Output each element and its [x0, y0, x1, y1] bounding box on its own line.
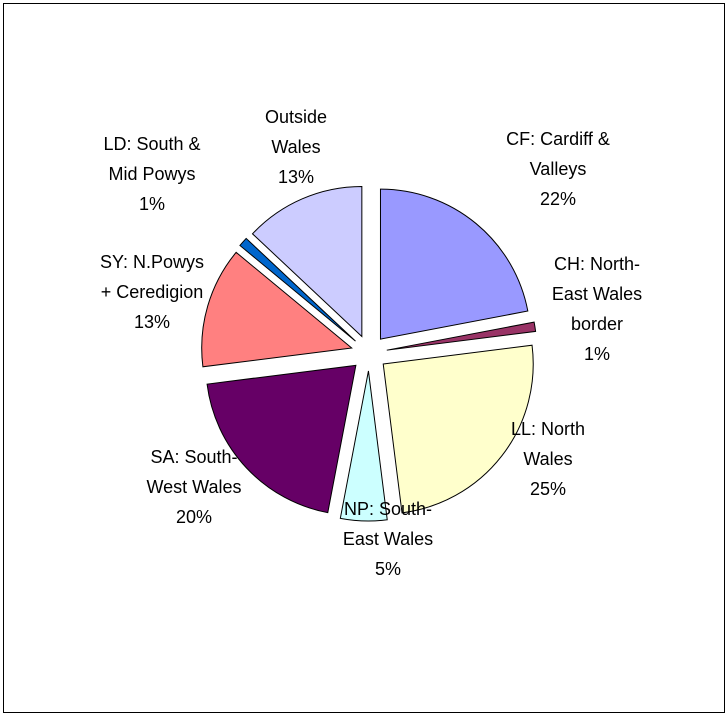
slice-label-line: Mid Powys [108, 164, 195, 184]
slice-label-6: LD: South & Mid Powys 1% [103, 134, 200, 214]
slice-label-line: 5% [375, 559, 401, 579]
pie-slice-4 [206, 364, 357, 514]
slice-label-0: CF: Cardiff & Valleys 22% [506, 129, 610, 209]
slice-label-3: NP: South- East Wales 5% [343, 499, 433, 579]
pie-slice-2 [382, 344, 534, 514]
pie-slice-1 [386, 321, 537, 351]
slice-label-line: CH: North- [554, 254, 640, 274]
slice-label-line: 25% [530, 479, 566, 499]
chart-frame [3, 3, 725, 713]
slice-label-line: 13% [278, 167, 314, 187]
slice-label-line: East Wales [552, 284, 642, 304]
slice-label-line: 22% [540, 189, 576, 209]
pie-slice-5 [201, 251, 353, 368]
pie-slice-3 [339, 370, 388, 522]
slice-label-line: SA: South- [150, 447, 237, 467]
slice-label-line: SY: N.Powys [100, 252, 204, 272]
slice-label-line: + Ceredigion [101, 282, 204, 302]
slice-label-line: LL: North [511, 419, 585, 439]
slice-label-line: Wales [271, 137, 320, 157]
slice-label-line: LD: South & [103, 134, 200, 154]
pie-slice-0 [379, 188, 529, 340]
slice-label-4: SA: South- West Wales 20% [146, 447, 241, 527]
pie-slice-7 [251, 185, 363, 338]
pie-slice-6 [239, 237, 356, 342]
slice-label-line: CF: Cardiff & [506, 129, 610, 149]
slice-label-7: Outside Wales 13% [265, 107, 327, 187]
slice-label-line: West Wales [146, 477, 241, 497]
slice-label-line: Wales [523, 449, 572, 469]
slice-label-line: 1% [584, 344, 610, 364]
slice-label-line: Outside [265, 107, 327, 127]
slice-label-line: East Wales [343, 529, 433, 549]
slice-label-5: SY: N.Powys + Ceredigion 13% [100, 252, 204, 332]
slice-label-line: 20% [176, 507, 212, 527]
slice-label-2: LL: North Wales 25% [511, 419, 585, 499]
slice-label-line: 1% [139, 194, 165, 214]
slice-label-1: CH: North- East Wales border 1% [552, 254, 642, 364]
slice-label-line: border [571, 314, 623, 334]
slice-label-line: Valleys [530, 159, 587, 179]
slice-label-line: NP: South- [344, 499, 432, 519]
slice-label-line: 13% [134, 312, 170, 332]
